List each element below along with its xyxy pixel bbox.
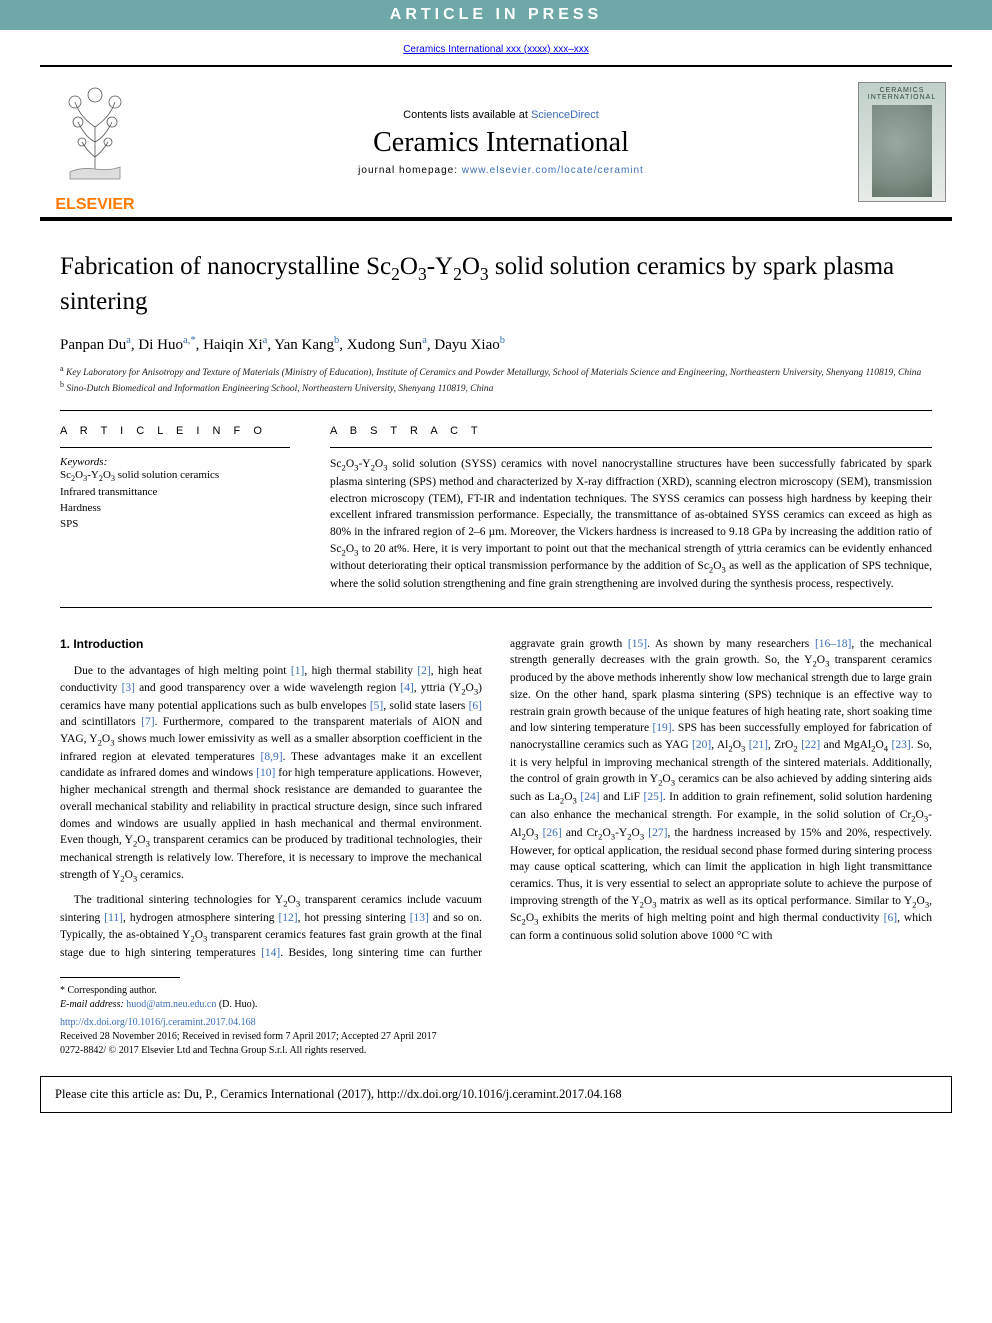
keyword-item: Infrared transmittance xyxy=(60,485,290,501)
cite-this-article-box: Please cite this article as: Du, P., Cer… xyxy=(40,1076,952,1113)
abstract-column: A B S T R A C T Sc2O3-Y2O3 solid solutio… xyxy=(330,425,932,593)
cover-title: CERAMICS INTERNATIONAL xyxy=(859,87,945,101)
author-affiliation-link[interactable]: b xyxy=(334,335,339,346)
keywords-list: Sc2O3-Y2O3 solid solution ceramicsInfrar… xyxy=(60,468,290,533)
keyword-item: SPS xyxy=(60,517,290,533)
cite-box-wrap: Please cite this article as: Du, P., Cer… xyxy=(0,1058,992,1139)
keywords-label: Keywords: xyxy=(60,456,290,468)
affiliations: a Key Laboratory for Anisotropy and Text… xyxy=(60,364,932,396)
corr-text: Corresponding author. xyxy=(68,985,157,996)
journal-reference-line: Ceramics International xxx (xxxx) xxx–xx… xyxy=(0,30,992,65)
elsevier-wordmark: ELSEVIER xyxy=(55,196,135,213)
cover-image-icon xyxy=(872,105,932,197)
corresponding-author-note: * Corresponding author. xyxy=(60,984,932,998)
affiliation-line: b Sino-Dutch Biomedical and Information … xyxy=(60,380,932,396)
cite-text: Please cite this article as: Du, P., Cer… xyxy=(55,1087,622,1101)
abstract-heading: A B S T R A C T xyxy=(330,425,932,437)
masthead: ELSEVIER Contents lists available at Sci… xyxy=(40,67,952,217)
article-info-column: A R T I C L E I N F O Keywords: Sc2O3-Y2… xyxy=(60,425,290,593)
email-link[interactable]: huod@atm.neu.edu.cn xyxy=(126,999,216,1010)
sciencedirect-link[interactable]: ScienceDirect xyxy=(531,109,599,121)
author-affiliation-link[interactable]: a xyxy=(422,335,427,346)
elsevier-tree-icon: ELSEVIER xyxy=(40,67,150,217)
body-paragraph: Due to the advantages of high melting po… xyxy=(60,663,482,884)
article-title: Fabrication of nanocrystalline Sc2O3-Y2O… xyxy=(60,251,932,317)
homepage-prefix: journal homepage: xyxy=(358,165,462,176)
footnote-separator xyxy=(60,977,180,978)
received-block: http://dx.doi.org/10.1016/j.ceramint.201… xyxy=(0,1012,992,1058)
body-columns: 1. Introduction Due to the advantages of… xyxy=(60,636,932,962)
info-abstract-row: A R T I C L E I N F O Keywords: Sc2O3-Y2… xyxy=(60,425,932,593)
author-name: Dayu Xiao xyxy=(434,337,499,353)
received-dates: Received 28 November 2016; Received in r… xyxy=(60,1030,932,1044)
copyright-line: 0272-8842/ © 2017 Elsevier Ltd and Techn… xyxy=(60,1044,932,1058)
divider xyxy=(330,447,932,448)
affiliation-line: a Key Laboratory for Anisotropy and Text… xyxy=(60,364,932,380)
doi-link[interactable]: http://dx.doi.org/10.1016/j.ceramint.201… xyxy=(60,1017,256,1028)
keyword-item: Hardness xyxy=(60,501,290,517)
homepage-link[interactable]: www.elsevier.com/locate/ceramint xyxy=(462,165,644,176)
contents-line: Contents lists available at ScienceDirec… xyxy=(403,109,599,121)
author-name: Panpan Du xyxy=(60,337,126,353)
divider xyxy=(60,410,932,411)
abstract-body: Sc2O3-Y2O3 solid solution (SYSS) ceramic… xyxy=(330,456,932,593)
article-content: Fabrication of nanocrystalline Sc2O3-Y2O… xyxy=(0,221,992,961)
article-info-heading: A R T I C L E I N F O xyxy=(60,425,290,437)
journal-ref-link[interactable]: Ceramics International xxx (xxxx) xxx–xx… xyxy=(403,44,589,55)
footnotes: * Corresponding author. E-mail address: … xyxy=(0,977,992,1012)
contents-prefix: Contents lists available at xyxy=(403,109,531,121)
journal-cover-thumb: CERAMICS INTERNATIONAL xyxy=(852,67,952,217)
author-affiliation-link[interactable]: a xyxy=(126,335,131,346)
homepage-line: journal homepage: www.elsevier.com/locat… xyxy=(358,165,644,176)
article-in-press-banner: ARTICLE IN PRESS xyxy=(0,0,992,30)
author-affiliation-link[interactable]: a xyxy=(263,335,268,346)
corresponding-mark: ,* xyxy=(188,335,196,346)
author-name: Haiqin Xi xyxy=(203,337,263,353)
section-heading-intro: 1. Introduction xyxy=(60,636,482,653)
author-affiliation-link[interactable]: b xyxy=(500,335,505,346)
masthead-center: Contents lists available at ScienceDirec… xyxy=(150,67,852,217)
divider xyxy=(60,607,932,608)
corr-mark: * xyxy=(60,985,65,996)
journal-title: Ceramics International xyxy=(373,127,629,159)
divider xyxy=(60,447,290,448)
author-name: Di Huo xyxy=(138,337,183,353)
email-label: E-mail address: xyxy=(60,999,126,1010)
author-name: Xudong Sun xyxy=(347,337,422,353)
banner-text: ARTICLE IN PRESS xyxy=(390,6,602,23)
author-name: Yan Kang xyxy=(274,337,334,353)
author-list: Panpan Dua, Di Huoa,*, Haiqin Xia, Yan K… xyxy=(60,335,932,354)
email-suffix: (D. Huo). xyxy=(216,999,257,1010)
keyword-item: Sc2O3-Y2O3 solid solution ceramics xyxy=(60,468,290,485)
publisher-logo: ELSEVIER xyxy=(40,67,150,217)
email-line: E-mail address: huod@atm.neu.edu.cn (D. … xyxy=(60,998,932,1012)
page: ARTICLE IN PRESS Ceramics International … xyxy=(0,0,992,1139)
